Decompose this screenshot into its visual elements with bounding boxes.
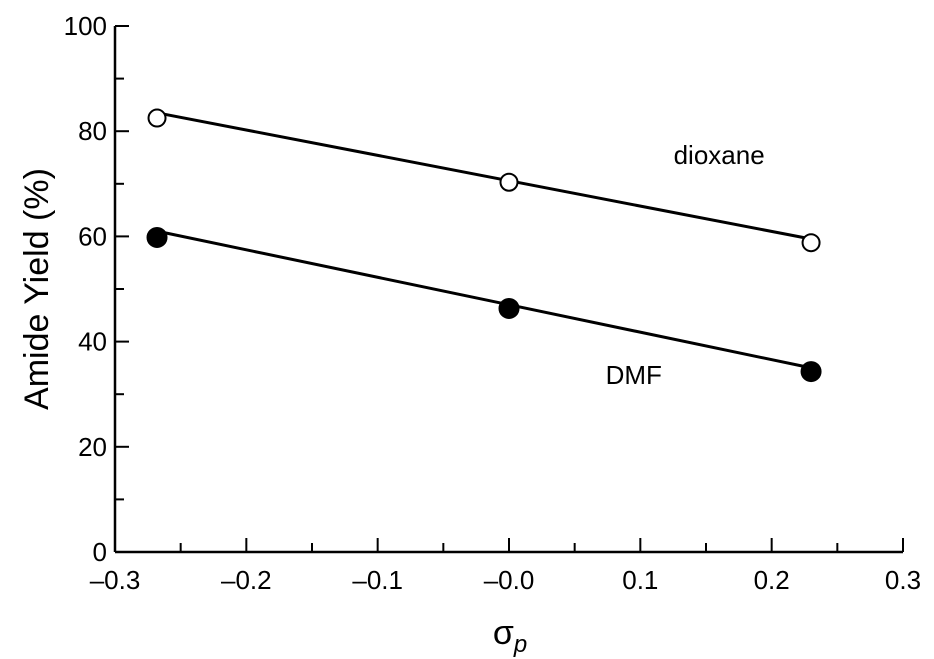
data-point-dmf [800,361,822,383]
fit-line-dmf [156,229,812,370]
points [146,108,822,383]
axes [113,26,903,554]
series-label-dmf: DMF [606,360,662,390]
x-axis-title-subscript: p [513,631,527,658]
fit-lines [156,111,812,370]
y-tick-label: 40 [78,327,107,357]
data-point-dmf [498,297,520,319]
x-axis-title: σp [493,614,527,658]
x-axis-title-main: σ [493,614,514,652]
data-point-dioxane [801,233,821,253]
x-tick-label: –0.0 [484,565,535,595]
y-tick-label: 80 [78,116,107,146]
x-tick-label: –0.1 [352,565,403,595]
y-axis-title: Amide Yield (%) [18,168,56,410]
series-labels: dioxane DMF [606,140,765,390]
y-tick-label: 0 [93,537,107,567]
x-tick-label: 0.1 [622,565,658,595]
x-tick-label: –0.2 [221,565,272,595]
ticks [114,25,904,553]
x-tick-label: 0.2 [754,565,790,595]
y-tick-label: 20 [78,432,107,462]
series-label-dioxane: dioxane [674,140,765,170]
fit-line-dioxane [156,111,812,241]
data-point-dioxane [499,172,519,192]
y-tick-label: 60 [78,221,107,251]
data-point-dmf [146,226,168,248]
y-tick-label: 100 [64,11,107,41]
tick-labels: –0.3 –0.2 –0.1 –0.0 0.1 0.2 0.3 0 20 40 60 80 100 [64,11,921,595]
x-tick-label: –0.3 [90,565,141,595]
x-tick-label: 0.3 [885,565,921,595]
data-point-dioxane [147,108,167,128]
